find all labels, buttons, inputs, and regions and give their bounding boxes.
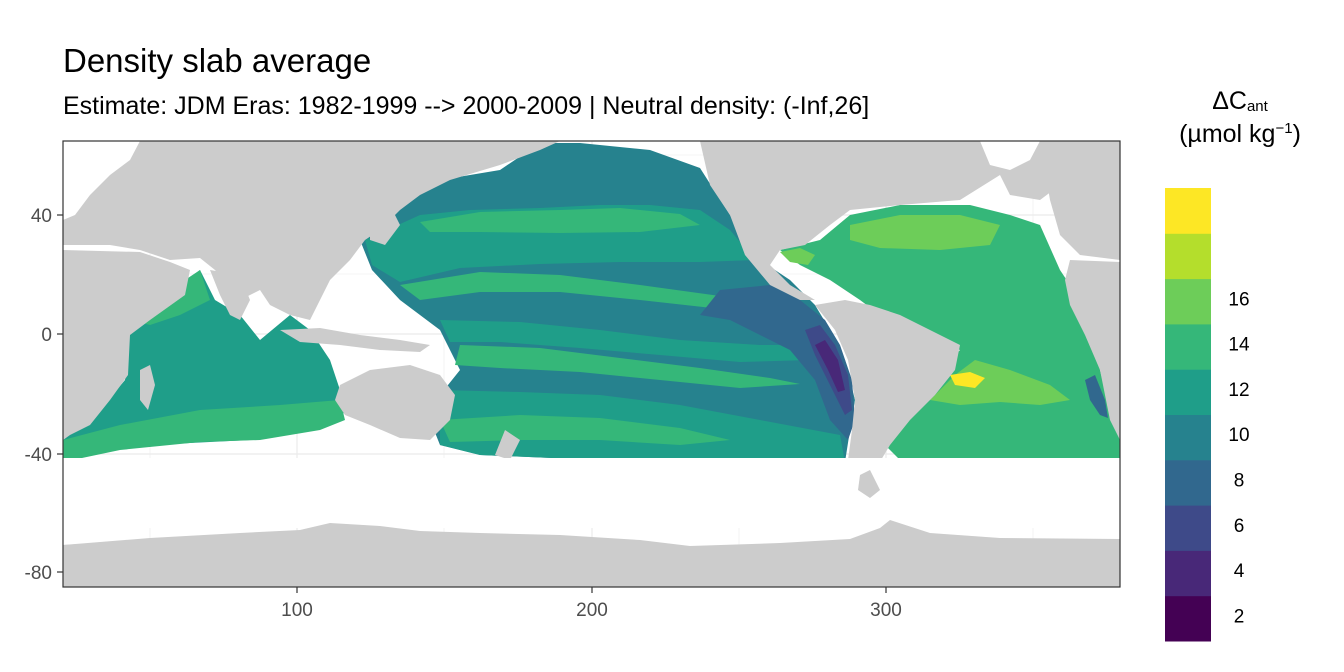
legend-swatch: [1165, 323, 1211, 370]
no-data-southern-band: [63, 458, 1120, 528]
no-data-arctic: [63, 141, 140, 220]
land-new-zealand: [495, 430, 520, 460]
legend-colorbar: [1165, 188, 1211, 642]
land-se-asia: [260, 288, 320, 320]
land-south-america: [815, 300, 960, 495]
legend-label: 14: [1228, 335, 1250, 356]
land-madagascar: [140, 365, 155, 410]
legend-swatch: [1165, 369, 1211, 415]
land-india: [210, 270, 250, 320]
y-tick-label: -80: [25, 563, 52, 584]
legend-swatch: [1165, 233, 1211, 280]
ocean-npac-north-band: [420, 208, 700, 233]
land-antarctica-coast: [63, 520, 1120, 587]
legend-title: ΔCant (µmol kg−1): [1160, 85, 1320, 150]
land-antarctic-peninsula: [858, 470, 880, 498]
land-europe-west: [1040, 141, 1120, 260]
legend-swatch: [1165, 459, 1211, 506]
y-tick-label: -40: [25, 445, 52, 466]
x-tick-label: 200: [576, 600, 608, 621]
land-indonesia: [280, 328, 430, 352]
land-japan: [370, 205, 400, 245]
legend-label: 10: [1228, 425, 1249, 446]
y-tick-label: 0: [41, 325, 52, 346]
chart-title: Density slab average: [63, 42, 372, 79]
ocean-pac-tropical-band: [400, 272, 780, 310]
legend-labels: 2 4 6 8 10 12 14 16: [1228, 289, 1250, 627]
legend-swatch: [1165, 414, 1211, 461]
legend-label: 2: [1234, 606, 1245, 627]
chart-subtitle: Estimate: JDM Eras: 1982-1999 --> 2000-2…: [63, 92, 870, 120]
land-africa-atlantic: [1065, 260, 1120, 440]
ocean-pac-sub-band: [455, 345, 800, 388]
ocean-pac-eq-band: [440, 320, 820, 362]
legend-label: 6: [1234, 516, 1245, 537]
legend-label: 12: [1228, 380, 1249, 401]
ocean-south-atlantic-max: [950, 372, 985, 388]
ocean-south-atlantic-high: [930, 360, 1070, 405]
legend-swatch: [1165, 505, 1211, 551]
land-africa: [63, 250, 190, 440]
x-tick-label: 300: [870, 600, 902, 621]
ocean-indian-south-band: [63, 400, 345, 462]
no-data-arctic-canada: [980, 141, 1040, 170]
legend-label: 16: [1228, 289, 1249, 310]
legend-label: 4: [1234, 561, 1245, 582]
legend-swatch: [1165, 550, 1211, 597]
ocean-east-pacific-low: [700, 285, 855, 440]
x-tick-label: 100: [281, 600, 313, 621]
legend-swatch: [1165, 278, 1211, 325]
land-eurasia: [63, 141, 560, 300]
legend-title-unit: (µmol kg−1): [1179, 119, 1301, 148]
axis-ticks: [57, 214, 887, 593]
ocean-north-atlantic-high: [850, 215, 1000, 250]
legend-label: 8: [1234, 470, 1245, 491]
land-australia: [335, 365, 455, 440]
ocean-gulf-of-mexico: [780, 248, 815, 265]
y-tick-label: 40: [31, 206, 52, 227]
legend-swatch: [1165, 595, 1211, 642]
legend-title-symbol: ΔCant: [1212, 87, 1268, 115]
ocean-atlantic-east-low: [1085, 375, 1108, 418]
legend-swatch: [1165, 188, 1211, 234]
ocean-peru-core: [815, 340, 845, 392]
land-north-america: [700, 141, 1000, 300]
